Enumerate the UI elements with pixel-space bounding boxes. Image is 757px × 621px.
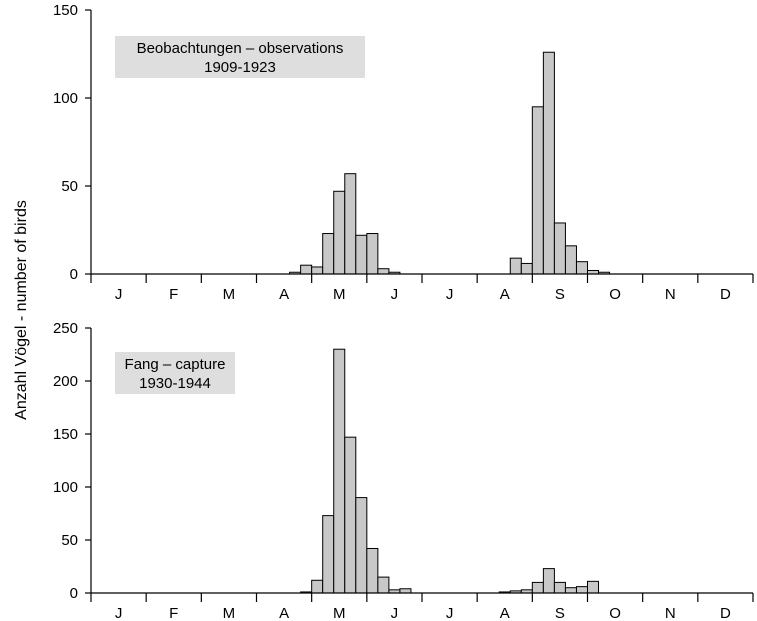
bar xyxy=(377,576,390,594)
bar xyxy=(564,245,577,275)
month-label: M xyxy=(223,286,236,303)
chart-panel-2: Fang – capture 1930-1944 0 50 100 150 200 250 J F… xyxy=(53,320,754,621)
month-label: O xyxy=(609,286,621,303)
bar xyxy=(575,261,588,275)
month-label: J xyxy=(391,286,399,303)
bar xyxy=(333,190,346,275)
bar xyxy=(553,581,566,594)
month-label: O xyxy=(609,605,621,621)
bar xyxy=(311,579,324,594)
month-label: J xyxy=(391,605,399,621)
y-tick-label: 50 xyxy=(61,532,78,549)
bar xyxy=(542,568,555,594)
bar xyxy=(355,234,368,275)
month-label: A xyxy=(279,286,289,303)
legend-line-2: 1909-1923 xyxy=(204,59,276,76)
month-label: N xyxy=(665,605,676,621)
legend-line-1: Beobachtungen – observations xyxy=(137,40,344,57)
month-label: F xyxy=(169,605,178,621)
month-label: D xyxy=(720,286,731,303)
bar xyxy=(520,262,533,275)
y-tick-label: 100 xyxy=(53,90,78,107)
y-axis-label: Anzahl Vögel - number of birds xyxy=(13,200,30,420)
month-label: D xyxy=(720,605,731,621)
month-label: A xyxy=(279,605,289,621)
bar xyxy=(587,580,600,594)
bar xyxy=(311,266,324,275)
month-label: J xyxy=(446,605,454,621)
legend: Beobachtungen – observations 1909-1923 xyxy=(115,36,365,78)
bar xyxy=(355,497,368,594)
month-label: M xyxy=(333,286,346,303)
month-label: A xyxy=(500,286,510,303)
month-label: J xyxy=(115,286,123,303)
month-label: J xyxy=(115,605,123,621)
y-tick-label: 150 xyxy=(53,426,78,443)
legend-line-2: 1930-1944 xyxy=(139,375,211,392)
bar xyxy=(399,588,412,594)
y-tick-label: 200 xyxy=(53,373,78,390)
bar xyxy=(531,581,544,594)
month-label: M xyxy=(333,605,346,621)
legend-box xyxy=(115,36,365,78)
legend: Fang – capture 1930-1944 xyxy=(115,352,235,394)
bar xyxy=(553,222,566,275)
bar xyxy=(509,257,522,275)
month-label: M xyxy=(223,605,236,621)
month-label: F xyxy=(169,286,178,303)
bar xyxy=(542,51,555,275)
legend-box xyxy=(115,352,235,394)
bar xyxy=(377,268,390,275)
y-tick-label: 150 xyxy=(53,2,78,19)
y-tick-label: 0 xyxy=(70,266,78,283)
y-tick-label: 250 xyxy=(53,320,78,337)
y-tick-label: 50 xyxy=(61,178,78,195)
month-label: S xyxy=(555,605,565,621)
y-tick-label: 100 xyxy=(53,479,78,496)
bar xyxy=(300,264,313,275)
bar xyxy=(344,173,357,275)
bar xyxy=(344,436,357,594)
month-label: A xyxy=(500,605,510,621)
bar xyxy=(531,106,544,275)
bar xyxy=(322,515,335,594)
bar xyxy=(575,586,588,594)
bar xyxy=(564,587,577,594)
y-tick-label: 0 xyxy=(70,585,78,602)
bar xyxy=(366,233,379,275)
month-label: S xyxy=(555,286,565,303)
bar xyxy=(366,547,379,594)
month-label: J xyxy=(446,286,454,303)
bar xyxy=(333,348,346,594)
bar xyxy=(322,233,335,275)
chart-panel-1: Beobachtungen – observations 1909-1923 0 50… xyxy=(53,2,754,303)
legend-line-1: Fang – capture xyxy=(125,356,226,373)
month-label: N xyxy=(665,286,676,303)
